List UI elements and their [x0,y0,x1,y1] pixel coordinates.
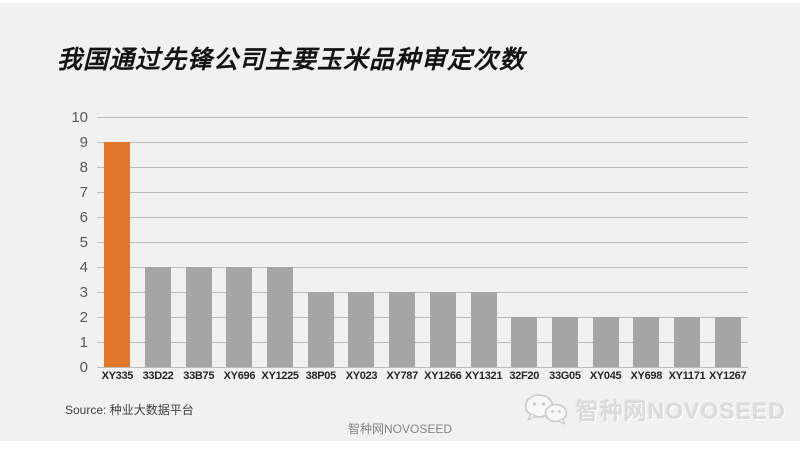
chart-canvas [0,3,800,441]
gridline [97,192,748,193]
bar-38P05 [307,292,334,367]
bar-32F20 [511,317,538,367]
bar-slot [545,117,586,367]
bar-slot [667,117,708,367]
y-tick-label: 6 [79,209,88,226]
y-tick-label: 5 [79,234,88,251]
page-title: 我国通过先锋公司主要玉米品种审定次数 [57,46,526,74]
x-tick-label: XY335 [101,370,134,382]
bar-XY023 [348,292,375,367]
brand-watermark: 智种网NOVOSEED [522,392,786,426]
y-tick-label: 8 [79,159,88,176]
source-note: Source: 种业大数据平台 [65,403,194,417]
x-tick-label: XY023 [345,370,378,382]
bar-slot [382,117,423,367]
x-tick-label: XY787 [386,370,418,382]
gridline [97,317,748,318]
bar-XY1267 [714,317,741,367]
bar-XY1171 [673,317,700,367]
x-tick-label: XY1267 [708,370,747,382]
bar-XY696 [226,267,253,367]
gridline [97,167,748,168]
plot-area [97,117,748,368]
bar-slot [138,117,179,367]
x-tick-label: 33D22 [142,370,174,382]
bar-XY1225 [267,267,294,367]
bar-slot [463,117,504,367]
gridline [97,142,748,143]
y-tick-label: 9 [79,134,88,151]
x-tick-label: XY696 [223,370,256,382]
x-tick-label: XY1266 [424,370,462,382]
y-tick-label: 10 [71,109,88,126]
gridline [97,267,748,268]
y-tick-label: 1 [79,334,88,351]
x-tick-label: XY1225 [261,370,299,382]
y-tick-label: 0 [79,359,88,376]
bar-slot [341,117,382,367]
gridline [97,217,748,218]
brand-watermark-text: 智种网NOVOSEED [575,398,786,424]
bars-row [97,117,748,367]
bar-XY335 [104,142,131,367]
bar-XY045 [592,317,619,367]
y-tick-label: 3 [79,284,88,301]
bar-slot [707,117,748,367]
x-axis: XY335 33D22 33B75 XY696 XY1225 38P05 XY023 XY78… [97,370,748,382]
bar-slot [300,117,341,367]
y-tick-label: 2 [79,309,88,326]
bar-slot [219,117,260,367]
bar-slot [260,117,301,367]
x-tick-label: 33G05 [549,370,581,382]
x-tick-label: XY698 [630,370,663,382]
x-tick-label: 32F20 [509,370,540,382]
y-tick-label: 4 [79,259,88,276]
bar-slot [585,117,626,367]
x-tick-label: XY1321 [464,370,503,382]
bar-slot [423,117,464,367]
wechat-icon [522,393,568,425]
x-tick-label: XY045 [589,370,622,382]
gridline [97,342,748,343]
bar-33D22 [145,267,172,367]
bar-XY698 [633,317,660,367]
x-tick-label: 33B75 [183,370,215,382]
bar-33B75 [185,267,212,367]
x-tick-label: XY1171 [668,370,706,382]
bar-slot [97,117,138,367]
bar-XY1321 [470,292,497,367]
gridline [97,367,748,368]
gridline [97,117,748,118]
footer-watermark: 智种网NOVOSEED [347,422,453,436]
bar-XY787 [389,292,416,367]
gridline [97,292,748,293]
bar-slot [178,117,219,367]
x-tick-label: 38P05 [305,370,337,382]
gridline [97,242,748,243]
bar-33G05 [551,317,578,367]
y-axis: 0 1 2 3 4 5 6 7 8 9 10 [38,110,88,375]
bar-XY1266 [429,292,456,367]
bar-slot [504,117,545,367]
y-tick-label: 7 [79,184,88,201]
bar-slot [626,117,667,367]
